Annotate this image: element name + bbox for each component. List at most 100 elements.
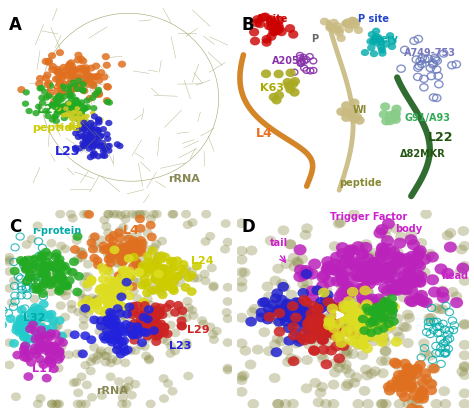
Circle shape — [372, 313, 383, 323]
Circle shape — [72, 349, 82, 358]
Circle shape — [336, 269, 348, 280]
Circle shape — [335, 308, 346, 318]
Circle shape — [146, 311, 156, 320]
Circle shape — [341, 253, 354, 264]
Circle shape — [375, 224, 389, 235]
Circle shape — [108, 318, 118, 326]
Circle shape — [133, 241, 143, 250]
Circle shape — [22, 325, 32, 334]
Circle shape — [342, 290, 355, 301]
Circle shape — [91, 134, 98, 140]
Circle shape — [386, 32, 394, 39]
Circle shape — [156, 283, 166, 292]
Circle shape — [419, 296, 431, 306]
Circle shape — [138, 297, 148, 306]
Circle shape — [269, 373, 281, 383]
Circle shape — [268, 28, 278, 36]
Circle shape — [104, 321, 114, 329]
Circle shape — [138, 328, 148, 336]
Circle shape — [276, 279, 288, 288]
Circle shape — [89, 300, 99, 308]
Circle shape — [306, 321, 317, 331]
Circle shape — [362, 253, 374, 264]
Circle shape — [55, 347, 64, 356]
Circle shape — [155, 269, 164, 278]
Circle shape — [62, 282, 72, 290]
Circle shape — [308, 259, 321, 269]
Circle shape — [15, 328, 25, 337]
Circle shape — [439, 399, 451, 409]
Circle shape — [148, 311, 158, 320]
Circle shape — [320, 319, 332, 329]
Circle shape — [348, 378, 360, 388]
Circle shape — [133, 329, 143, 338]
Circle shape — [61, 109, 68, 115]
Circle shape — [175, 279, 185, 287]
Circle shape — [267, 300, 279, 310]
Circle shape — [117, 293, 127, 301]
Circle shape — [394, 256, 407, 267]
Circle shape — [90, 232, 100, 241]
Circle shape — [311, 316, 323, 326]
Circle shape — [351, 21, 360, 29]
Circle shape — [32, 306, 42, 315]
Circle shape — [300, 230, 311, 240]
Circle shape — [30, 282, 40, 290]
Circle shape — [77, 253, 87, 262]
Circle shape — [373, 304, 383, 314]
Circle shape — [78, 108, 85, 115]
Circle shape — [451, 292, 462, 302]
Circle shape — [87, 135, 94, 142]
Circle shape — [155, 322, 165, 331]
Circle shape — [359, 314, 371, 323]
Circle shape — [162, 303, 172, 312]
Circle shape — [329, 309, 341, 319]
Circle shape — [393, 370, 405, 380]
Circle shape — [359, 242, 373, 253]
Circle shape — [236, 282, 247, 292]
Circle shape — [131, 260, 141, 268]
Circle shape — [116, 301, 126, 310]
Circle shape — [328, 323, 340, 333]
Circle shape — [57, 72, 65, 79]
Circle shape — [108, 242, 118, 251]
Circle shape — [96, 316, 106, 325]
Circle shape — [160, 283, 170, 292]
Circle shape — [99, 246, 109, 254]
Circle shape — [164, 267, 173, 276]
Circle shape — [392, 252, 406, 263]
Circle shape — [113, 341, 123, 350]
Circle shape — [394, 399, 405, 409]
Circle shape — [22, 101, 29, 107]
Circle shape — [357, 350, 368, 360]
Circle shape — [87, 239, 97, 247]
Circle shape — [168, 284, 178, 293]
Circle shape — [179, 267, 189, 276]
Circle shape — [4, 267, 14, 276]
Circle shape — [29, 311, 39, 320]
Circle shape — [403, 259, 416, 270]
Circle shape — [346, 286, 359, 297]
Circle shape — [42, 75, 50, 82]
Circle shape — [375, 302, 387, 312]
Circle shape — [76, 65, 84, 72]
Circle shape — [106, 255, 116, 263]
Circle shape — [357, 282, 370, 293]
Circle shape — [320, 18, 329, 26]
Circle shape — [60, 88, 68, 95]
Circle shape — [88, 245, 98, 253]
Circle shape — [54, 94, 62, 101]
Circle shape — [46, 332, 55, 341]
Circle shape — [255, 308, 267, 318]
Circle shape — [122, 251, 132, 260]
Circle shape — [156, 275, 166, 284]
Circle shape — [109, 231, 118, 240]
Circle shape — [309, 320, 320, 330]
Circle shape — [49, 116, 56, 123]
Circle shape — [57, 77, 66, 84]
Circle shape — [405, 380, 417, 390]
Circle shape — [54, 364, 64, 372]
Circle shape — [122, 278, 132, 286]
Circle shape — [16, 314, 26, 323]
Circle shape — [112, 332, 122, 341]
